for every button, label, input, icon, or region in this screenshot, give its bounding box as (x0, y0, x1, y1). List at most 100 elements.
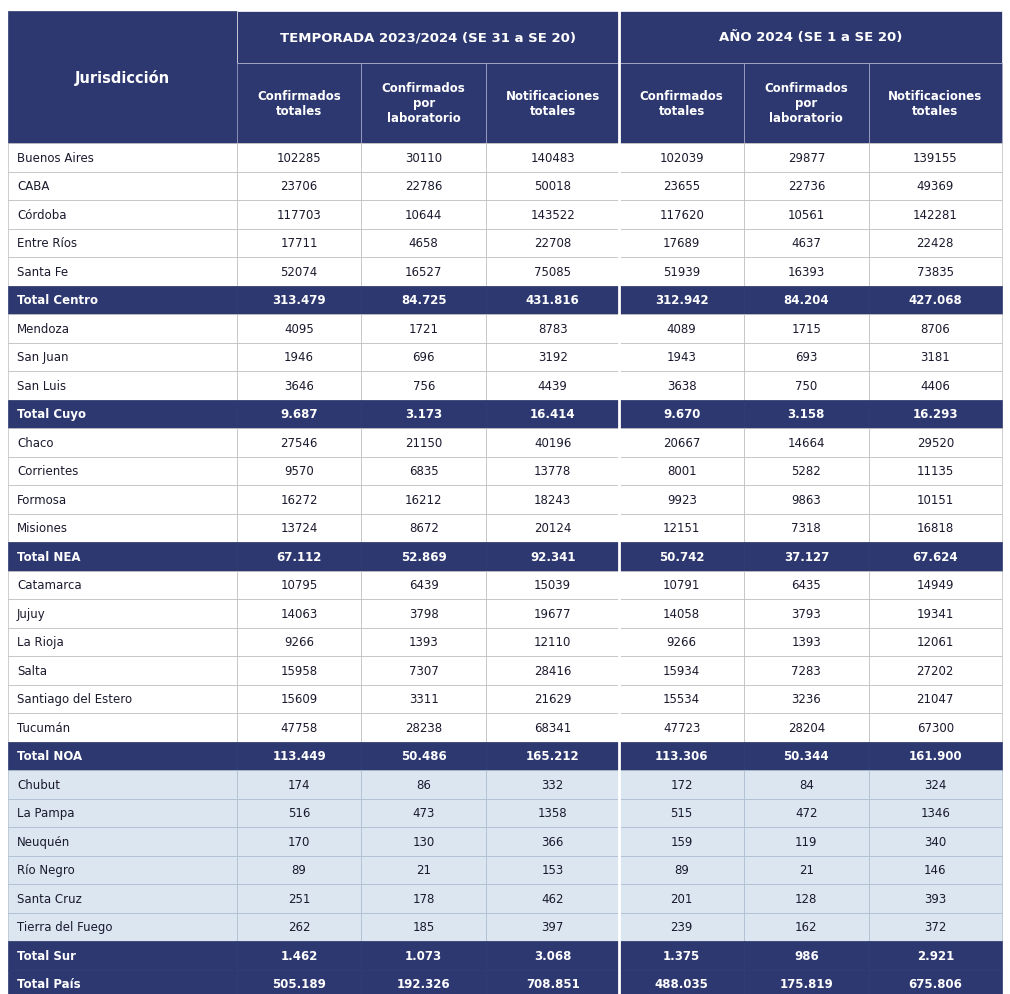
Text: 51939: 51939 (664, 265, 700, 278)
Text: 756: 756 (412, 380, 435, 393)
Text: 153: 153 (541, 864, 564, 877)
Text: Santa Cruz: Santa Cruz (17, 892, 82, 905)
Bar (236, 543, 362, 571)
Text: Río Negro: Río Negro (17, 864, 75, 877)
Text: 13778: 13778 (534, 465, 572, 478)
Bar (8, 343, 236, 372)
Bar (744, 941, 869, 969)
Text: 29877: 29877 (788, 152, 825, 165)
Text: 119: 119 (795, 835, 817, 848)
Text: 15934: 15934 (664, 664, 700, 677)
Text: 15534: 15534 (664, 693, 700, 706)
Text: 29520: 29520 (917, 436, 953, 449)
Text: 1.375: 1.375 (664, 949, 700, 962)
Bar (869, 315, 1002, 343)
Bar (362, 401, 486, 428)
Bar (8, 770, 236, 799)
Text: AÑO 2024 (SE 1 a SE 20): AÑO 2024 (SE 1 a SE 20) (719, 32, 902, 45)
Bar (8, 599, 236, 628)
Bar (362, 912, 486, 941)
Bar (362, 230, 486, 257)
Text: 16818: 16818 (917, 522, 953, 535)
Bar (869, 770, 1002, 799)
Bar (869, 742, 1002, 770)
Text: 1346: 1346 (920, 806, 950, 819)
Bar (8, 485, 236, 514)
Text: 102285: 102285 (277, 152, 321, 165)
Bar (744, 401, 869, 428)
Bar (362, 64, 486, 144)
Bar (619, 514, 744, 543)
Bar (619, 457, 744, 485)
Text: 4095: 4095 (284, 322, 314, 335)
Text: 251: 251 (288, 892, 310, 905)
Text: 397: 397 (541, 920, 564, 933)
Bar (236, 827, 362, 856)
Text: Confirmados
por
laboratorio: Confirmados por laboratorio (382, 83, 466, 125)
Bar (486, 172, 619, 201)
Bar (236, 628, 362, 656)
Bar (8, 628, 236, 656)
Bar (236, 230, 362, 257)
Text: 84.204: 84.204 (784, 294, 829, 307)
Bar (236, 401, 362, 428)
Text: 172: 172 (671, 778, 693, 791)
Bar (744, 969, 869, 994)
Bar (8, 201, 236, 230)
Bar (362, 343, 486, 372)
Bar (869, 485, 1002, 514)
Bar (362, 856, 486, 884)
Bar (362, 628, 486, 656)
Text: 8706: 8706 (920, 322, 950, 335)
Text: Formosa: Formosa (17, 493, 67, 506)
Text: 7283: 7283 (792, 664, 821, 677)
Text: 3.158: 3.158 (788, 408, 825, 420)
Text: 49369: 49369 (917, 180, 954, 193)
Text: 47758: 47758 (281, 721, 318, 734)
Text: 9923: 9923 (667, 493, 697, 506)
Bar (486, 401, 619, 428)
Text: 14664: 14664 (788, 436, 825, 449)
Bar (486, 457, 619, 485)
Bar (236, 941, 362, 969)
Bar (619, 628, 744, 656)
Text: Salta: Salta (17, 664, 47, 677)
Text: 12110: 12110 (534, 635, 572, 649)
Bar (486, 912, 619, 941)
Text: 9863: 9863 (792, 493, 821, 506)
Bar (869, 172, 1002, 201)
Text: 505.189: 505.189 (272, 977, 326, 990)
Bar (869, 457, 1002, 485)
Text: 9266: 9266 (284, 635, 314, 649)
Bar (744, 656, 869, 685)
Text: 427.068: 427.068 (908, 294, 963, 307)
Text: Jurisdicción: Jurisdicción (75, 70, 170, 85)
Text: 9266: 9266 (667, 635, 697, 649)
Bar (8, 941, 236, 969)
Bar (486, 941, 619, 969)
Text: 16393: 16393 (788, 265, 825, 278)
Text: 239: 239 (671, 920, 693, 933)
Bar (869, 685, 1002, 714)
Bar (362, 714, 486, 742)
Bar (744, 714, 869, 742)
Text: Catamarca: Catamarca (17, 579, 82, 591)
Bar (486, 685, 619, 714)
Text: Córdoba: Córdoba (17, 209, 67, 222)
Text: 20124: 20124 (534, 522, 572, 535)
Text: 23706: 23706 (281, 180, 318, 193)
Bar (869, 428, 1002, 457)
Bar (619, 571, 744, 599)
Bar (744, 315, 869, 343)
Bar (619, 428, 744, 457)
Bar (8, 172, 236, 201)
Text: 10561: 10561 (788, 209, 825, 222)
Text: 10791: 10791 (663, 579, 700, 591)
Bar (744, 799, 869, 827)
Text: 15609: 15609 (281, 693, 318, 706)
Bar (362, 201, 486, 230)
Bar (486, 144, 619, 172)
Text: Entre Ríos: Entre Ríos (17, 237, 77, 250)
Bar (619, 742, 744, 770)
Bar (8, 543, 236, 571)
